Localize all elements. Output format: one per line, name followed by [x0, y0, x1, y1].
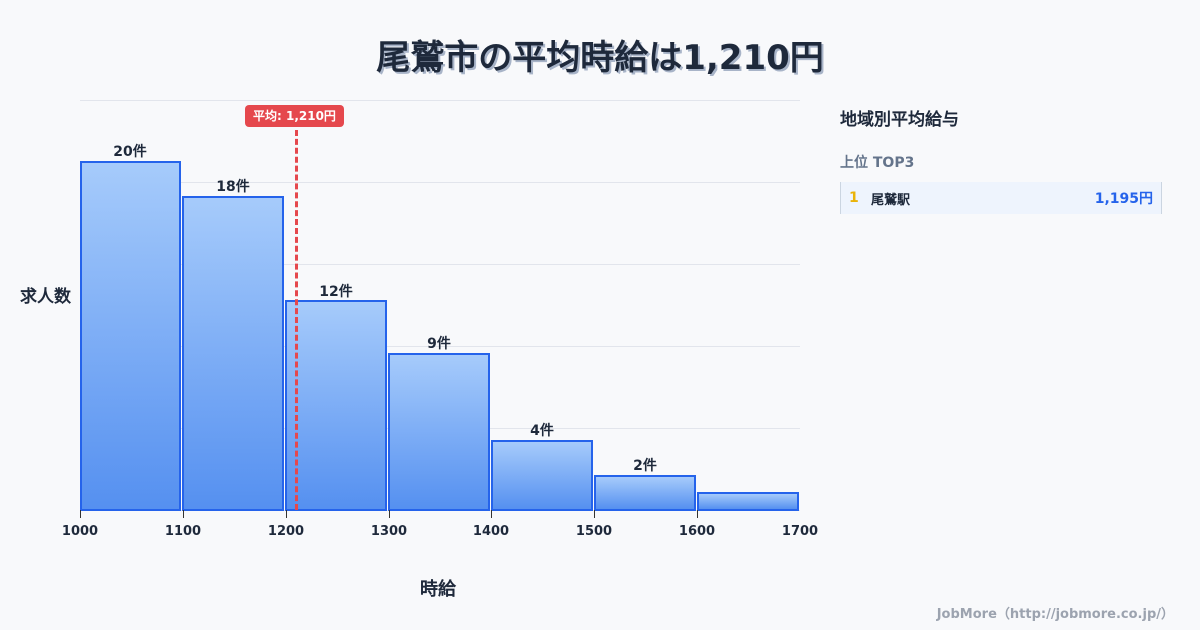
x-tick-label: 1300: [370, 524, 408, 539]
y-axis-label: 求人数: [20, 287, 71, 307]
bar-value-label: 4件: [530, 423, 554, 439]
x-tick: [491, 510, 492, 518]
x-tick: [389, 510, 390, 518]
x-tick: [80, 510, 81, 518]
x-tick-label: 1000: [61, 524, 99, 539]
gridline: [80, 182, 800, 183]
bar-1000-1100: [80, 161, 181, 511]
gridline: [80, 264, 800, 265]
bar-1200-1300: [285, 300, 387, 511]
x-tick-label: 1600: [678, 524, 716, 539]
x-tick-label: 1700: [781, 524, 819, 539]
rank-number: 1: [849, 190, 859, 206]
panel-subtitle: 上位 TOP3: [840, 155, 915, 171]
bar-value-label: 2件: [633, 458, 657, 474]
x-tick-label: 1200: [267, 524, 305, 539]
histogram-chart: 20件 18件 12件 9件 4件 2件 平均: 1,210円 1000 110…: [20, 100, 819, 600]
rank-location: 尾鷲駅: [871, 192, 911, 208]
x-tick: [697, 510, 698, 518]
mean-badge: 平均: 1,210円: [245, 105, 344, 127]
bar-1500-1600: [594, 475, 696, 511]
gridline: [80, 346, 800, 347]
bar-1100-1200: [182, 196, 284, 511]
bar-1600-1700: [697, 492, 799, 511]
bar-value-label: 18件: [216, 179, 250, 195]
panel-title: 地域別平均給与: [840, 110, 959, 130]
x-tick-label: 1500: [575, 524, 613, 539]
rank-salary: 1,195円: [1094, 191, 1153, 207]
gridline: [80, 100, 800, 101]
bar-value-label: 12件: [319, 284, 353, 300]
mean-line: [295, 130, 298, 510]
x-tick: [286, 510, 287, 518]
bar-1300-1400: [388, 353, 490, 511]
bar-1400-1500: [491, 440, 593, 511]
rank-item: 1 尾鷲駅 1,195円: [840, 182, 1162, 214]
footer-credit: JobMore（http://jobmore.co.jp/）: [936, 607, 1174, 622]
x-tick: [594, 510, 595, 518]
x-tick-label: 1400: [472, 524, 510, 539]
bar-value-label: 20件: [113, 144, 147, 160]
bar-value-label: 9件: [427, 336, 451, 352]
regional-salary-panel: 地域別平均給与 上位 TOP3 1 尾鷲駅 1,195円: [840, 100, 1162, 214]
page-title: 尾鷲市の平均時給は1,210円: [376, 38, 824, 78]
x-tick: [183, 510, 184, 518]
x-tick-label: 1100: [164, 524, 202, 539]
x-axis-label: 時給: [420, 579, 456, 600]
